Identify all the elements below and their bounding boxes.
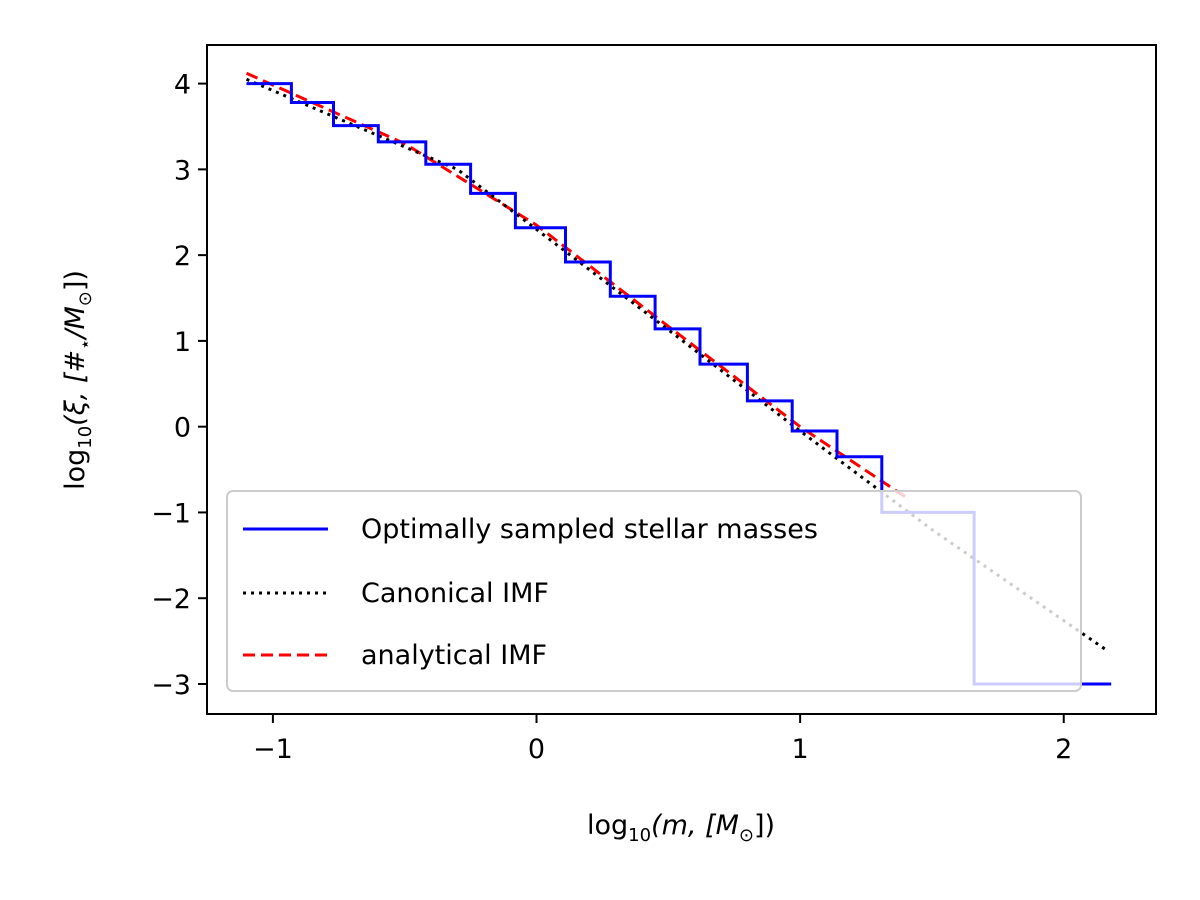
y-axis: −3 −2 −1 0 1 2 3 4: [151, 70, 207, 701]
legend-label-optimally-sampled: Optimally sampled stellar masses: [361, 514, 818, 545]
y-tick-label: −1: [151, 498, 191, 529]
y-tick-label: 4: [174, 70, 191, 101]
y-tick-label: −2: [151, 584, 191, 615]
x-tick-label: 1: [792, 734, 809, 765]
x-tick-label: −1: [253, 734, 293, 765]
plot-frame: [206, 44, 1157, 715]
y-tick-label: 1: [174, 327, 191, 358]
y-axis-label: log10(ξ, [#⋆/M⊙]): [60, 270, 96, 490]
x-axis: −1 0 1 2: [253, 714, 1072, 765]
y-tick-label: 3: [174, 155, 191, 186]
x-tick-label: 2: [1055, 734, 1072, 765]
y-tick-label: −3: [151, 670, 191, 701]
legend-box: [226, 490, 1082, 692]
legend-label-canonical-imf: Canonical IMF: [361, 578, 549, 609]
legend: Optimally sampled stellar masses Canonic…: [226, 490, 1082, 692]
series-2-line: [245, 71, 907, 499]
legend-label-analytical-imf: analytical IMF: [361, 640, 547, 671]
x-axis-label: log10(m, [M⊙]): [587, 810, 775, 846]
y-tick-label: 2: [174, 241, 191, 272]
y-tick-label: 0: [174, 413, 191, 444]
x-tick-label: 0: [528, 734, 545, 765]
